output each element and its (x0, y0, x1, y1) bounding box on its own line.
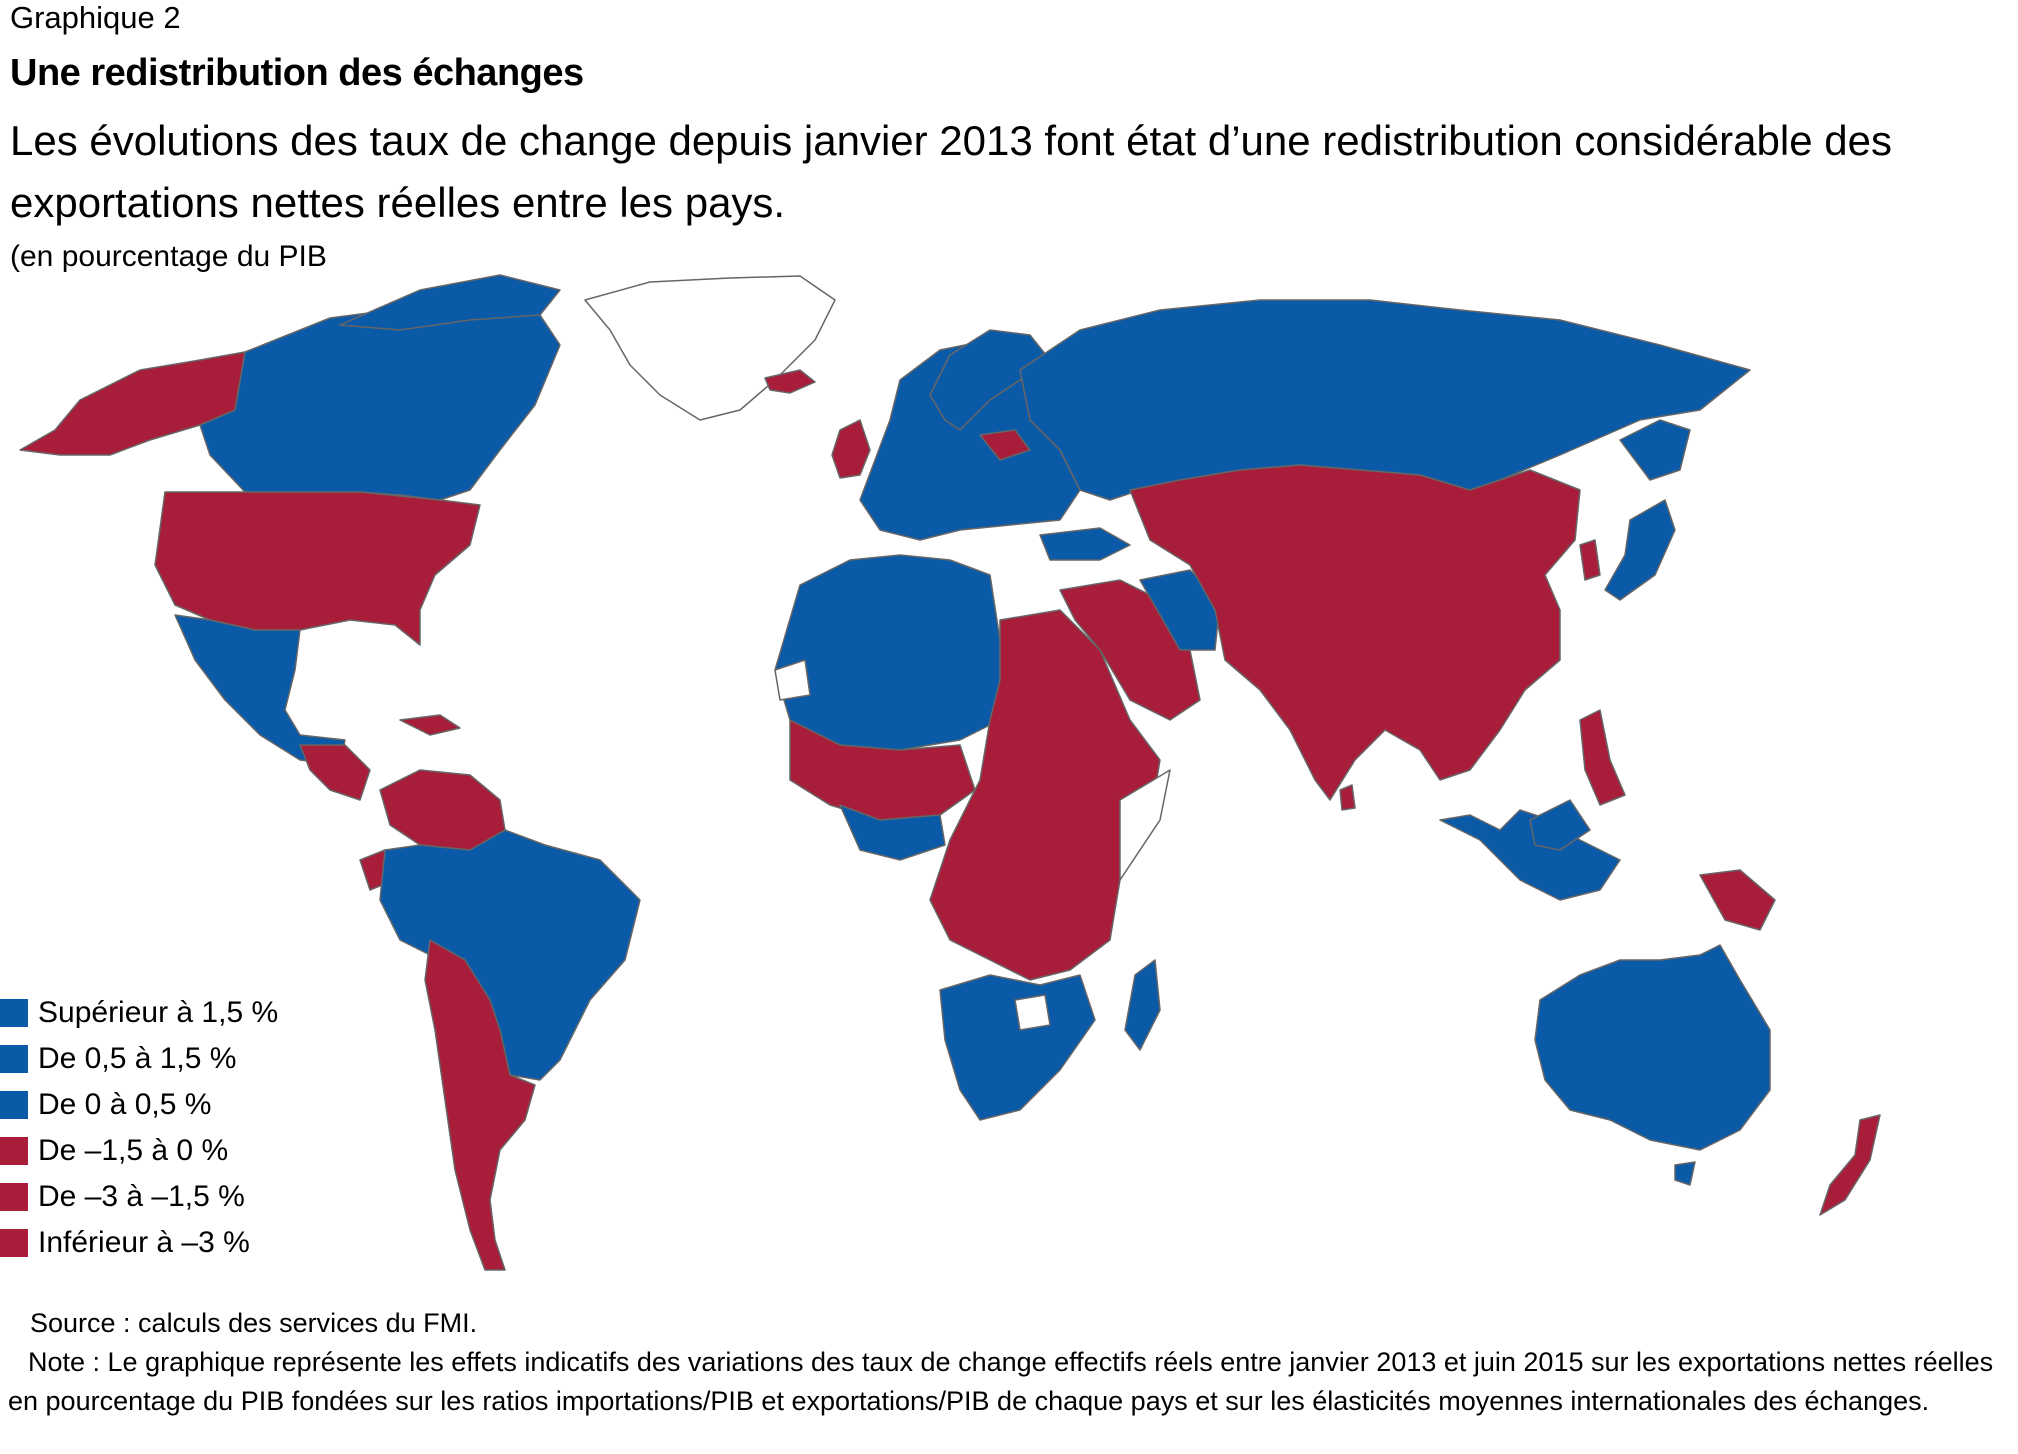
legend-label: De 0,5 à 1,5 % (38, 1042, 237, 1075)
legend-swatch (0, 999, 28, 1027)
legend-label: De –3 à –1,5 % (38, 1180, 245, 1213)
unit-label: (en pourcentage du PIB (10, 240, 327, 273)
region-asia-red (1129, 464, 1581, 801)
region-australia (1534, 944, 1771, 1151)
region-turkey (1039, 527, 1131, 561)
region-madagascar (1124, 959, 1161, 1051)
region-canada (199, 304, 561, 501)
region-iceland (764, 369, 816, 394)
region-southern-cone (424, 939, 536, 1271)
region-indonesia (1439, 809, 1621, 901)
region-greenland (584, 275, 836, 421)
region-iran (1139, 569, 1221, 651)
region-tasmania (1674, 1161, 1696, 1186)
legend-swatch (0, 1137, 28, 1165)
region-southern-africa (939, 974, 1096, 1121)
region-north-africa (774, 554, 1001, 751)
region-kamchatka (1619, 419, 1691, 481)
legend-swatch (0, 1229, 28, 1257)
legend-item: Inférieur à –3 % (0, 1220, 278, 1266)
region-somalia (1119, 769, 1171, 881)
footnotes: Source : calculs des services du FMI. No… (8, 1304, 2004, 1421)
legend-item: De –3 à –1,5 % (0, 1174, 278, 1220)
region-usa (154, 491, 481, 646)
region-central-america (299, 744, 371, 801)
region-caribbean (399, 714, 461, 736)
region-united-kingdom (831, 419, 871, 479)
legend-item: De –1,5 à 0 % (0, 1128, 278, 1174)
world-choropleth-map (19, 274, 1881, 1271)
legend-swatch (0, 1183, 28, 1211)
region-alaska (19, 351, 246, 456)
region-east-central-africa (929, 609, 1161, 981)
region-botswana (1014, 994, 1051, 1031)
region-gulf-of-guinea (839, 804, 946, 861)
legend-item: De 0 à 0,5 % (0, 1082, 278, 1128)
legend-label: Supérieur à 1,5 % (38, 996, 279, 1029)
region-russia (1019, 299, 1751, 501)
region-brazil-peru (379, 829, 641, 1081)
legend-swatch (0, 1045, 28, 1073)
region-west-africa (789, 719, 976, 821)
region-sri-lanka (1339, 784, 1356, 811)
region-papua-new-guinea (1699, 869, 1776, 931)
legend-item: De 0,5 à 1,5 % (0, 1036, 278, 1082)
region-korea (1579, 539, 1601, 581)
region-arctic-islands (339, 274, 561, 331)
legend-item: Supérieur à 1,5 % (0, 990, 278, 1036)
legend-label: De 0 à 0,5 % (38, 1088, 212, 1121)
chart-title: Une redistribution des échanges (10, 52, 584, 94)
region-western-sahara (774, 659, 811, 701)
region-northern-south-america (379, 769, 506, 851)
region-belarus (979, 429, 1031, 461)
map-legend: Supérieur à 1,5 % De 0,5 à 1,5 % De 0 à … (0, 990, 278, 1266)
region-philippines (1579, 709, 1626, 806)
region-japan (1604, 499, 1676, 601)
source-note: Source : calculs des services du FMI. (30, 1308, 478, 1338)
region-borneo (1529, 799, 1591, 851)
region-new-zealand (1819, 1114, 1881, 1216)
legend-label: De –1,5 à 0 % (38, 1134, 229, 1167)
legend-swatch (0, 1091, 28, 1119)
chart-note: Note : Le graphique représente les effet… (8, 1347, 1994, 1416)
chart-number: Graphique 2 (10, 0, 181, 35)
legend-label: Inférieur à –3 % (38, 1226, 250, 1259)
chart-subtitle: Les évolutions des taux de change depuis… (10, 117, 1892, 226)
region-mexico (174, 614, 346, 766)
